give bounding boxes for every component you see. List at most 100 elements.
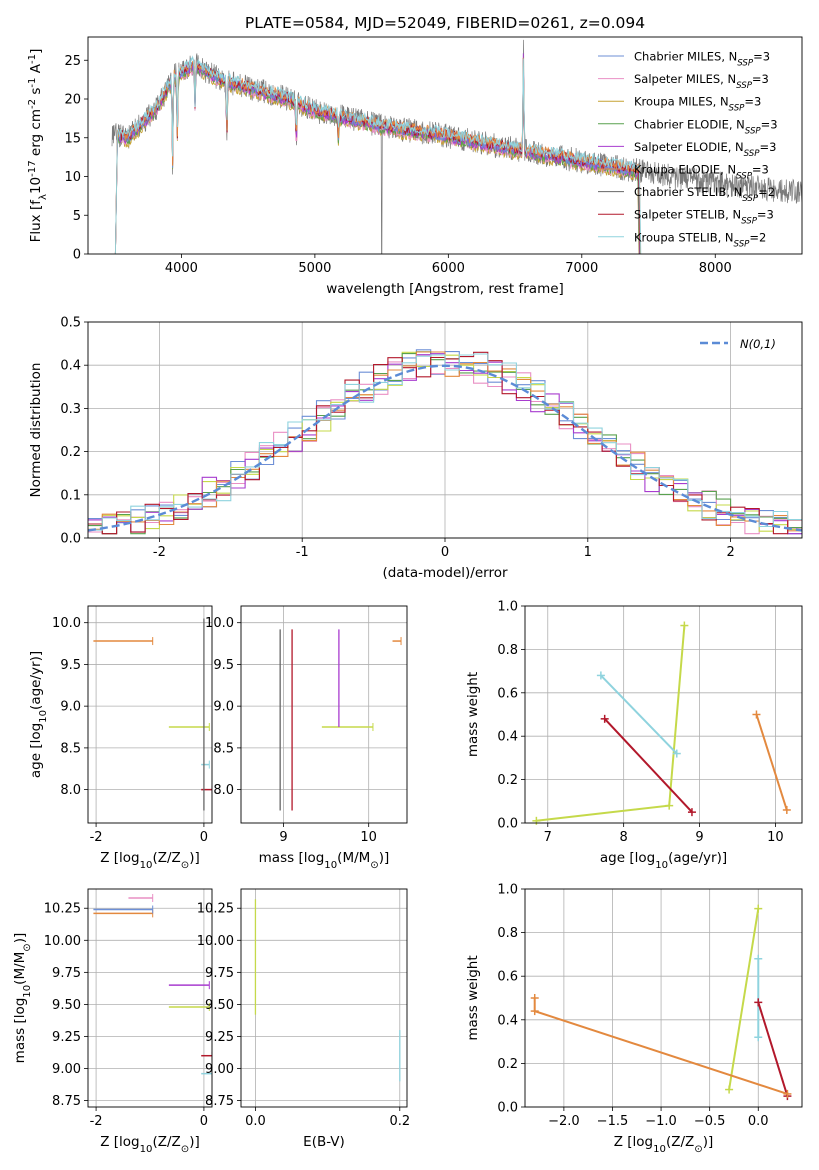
y-tick-label: 8.5 [60,741,81,756]
x-tick-label: 8 [620,830,628,845]
x-tick-label: 9 [279,830,287,845]
y-tick-label: 0.0 [497,817,518,832]
mass-weight-line [536,625,686,822]
y-tick-label: 5 [73,209,81,224]
axes-frame [87,36,803,255]
x-axis-label: Z [log10(Z/Z⊙)] [614,1134,714,1155]
y-tick-label: 1.0 [497,883,518,898]
x-axis-label: Z [log10(Z/Z⊙)] [100,850,200,871]
x-tick-label: −1.5 [597,1114,629,1129]
y-tick-label: 0 [73,248,81,263]
mass-weight-line [755,714,788,811]
x-tick-label: 0 [200,830,208,845]
x-tick-label: -2 [90,1114,103,1129]
y-tick-label: 0.0 [497,1101,518,1116]
y-tick-label: 10 [64,170,81,185]
y-tick-label: 10.0 [52,616,81,631]
x-tick-label: 5000 [298,261,331,276]
axes-frame [87,888,213,1108]
y-tick-label: 0.5 [60,316,81,331]
legend-entry: Salpeter MILES, NSSP=3 [634,72,769,91]
y-tick-label: 8.75 [205,1094,234,1109]
residual-histogram [88,351,802,532]
y-tick-label: 0.2 [497,1057,518,1072]
y-tick-label: 0.6 [497,970,518,985]
y-tick-label: 15 [64,131,81,146]
axes-frame [524,888,803,1108]
x-tick-label: 4000 [165,261,198,276]
y-tick-label: 9.75 [205,966,234,981]
mass-vs-ebv-axes: 0.0 0.2 8.75 9.00 9.25 9.50 9.75 10.00 10.25 E(B-… [197,889,410,1150]
y-axis-label: mass [log10(M/M⊙)] [12,933,33,1064]
y-tick-label: 9.0 [60,700,81,715]
x-tick-label: 7 [544,830,552,845]
y-axis-label: mass weight [465,672,481,757]
legend-entry: Salpeter ELODIE, NSSP=3 [634,140,776,159]
y-tick-label: 0.3 [60,402,81,417]
y-tick-label: 0.1 [60,488,81,503]
x-tick-label: −1.0 [645,1114,677,1129]
x-axis-label: Z [log10(Z/Z⊙)] [100,1134,200,1155]
mass-weight-line [728,908,760,1090]
x-tick-label: 10 [360,830,377,845]
y-tick-label: 8.0 [213,783,234,798]
x-tick-label: 6000 [432,261,465,276]
mass-weight-line [603,718,693,813]
age-vs-z-axes: -2 0 8.0 8.5 9.0 9.5 10.0 Z [log10(Z/Z⊙)] age [l… [28,606,212,871]
y-tick-label: 0.4 [60,359,81,374]
y-tick-label: 25 [64,54,81,69]
x-axis-label: E(B-V) [303,1134,345,1150]
mass-weight-line [600,674,678,755]
x-axis-label: mass [log10(M/M⊙)] [259,850,390,871]
x-axis-label: wavelength [Angstrom, rest frame] [326,281,564,297]
x-tick-label: 7000 [565,261,598,276]
axes-frame [87,321,803,539]
y-tick-label: 0.4 [497,1013,518,1028]
x-tick-label: −2.0 [548,1114,580,1129]
axes-frame [240,888,408,1108]
y-tick-label: 9.25 [52,1030,81,1045]
y-tick-label: 10.25 [197,902,234,917]
legend-entry: Kroupa STELIB, NSSP=2 [634,230,766,249]
age-vs-mass-axes: 9 10 8.0 8.5 9.0 9.5 10.0 mass [log10(M/M⊙)] [205,606,407,871]
y-tick-label: 0.2 [60,445,81,460]
legend-entry: Chabrier MILES, NSSP=3 [634,50,770,69]
mass-weight-line [757,1002,789,1097]
y-tick-label: 9.50 [52,998,81,1013]
legend-entry: N(0,1) [740,337,776,351]
y-tick-label: 8.0 [60,783,81,798]
y-tick-label: 0.6 [497,686,518,701]
normal-reference-curve [88,364,802,532]
y-tick-label: 0.2 [497,773,518,788]
x-tick-label: -2 [153,545,166,560]
y-tick-label: 10.00 [197,934,234,949]
mass-weight-vs-age-axes: 7 8 9 10 0.0 0.2 0.4 0.6 0.8 1.0 age [log10(age/yr… [465,600,802,871]
axes-frame [524,605,803,824]
legend-entry: Chabrier ELODIE, NSSP=3 [634,117,778,136]
spectrum-axes: 4000 5000 6000 7000 8000 0 5 10 15 20 25 wavelength… [27,49,732,297]
legend-entry: Chabrier STELIB, NSSP=2 [634,185,775,204]
y-tick-label: 9.75 [52,966,81,981]
model-spectrum-line [114,64,640,254]
y-tick-label: 0.4 [497,730,518,745]
y-tick-label: 10.0 [205,616,234,631]
y-tick-label: 9.50 [205,998,234,1013]
legend-entry: Kroupa MILES, NSSP=3 [634,95,761,114]
x-tick-label: 0.0 [245,1114,266,1129]
y-tick-label: 0.0 [60,532,81,547]
y-tick-label: 9.5 [213,658,234,673]
axes-frame [87,605,213,824]
x-tick-label: 0 [200,1114,208,1129]
axes-frame [240,605,408,824]
x-tick-label: 1 [584,545,592,560]
y-tick-label: 9.25 [205,1030,234,1045]
y-tick-label: 9.00 [52,1062,81,1077]
x-tick-label: 2 [726,545,734,560]
x-tick-label: 8000 [699,261,732,276]
x-tick-label: -2 [90,830,103,845]
y-tick-label: 10.00 [44,934,81,949]
y-tick-label: 9.0 [213,700,234,715]
x-tick-label: 0.2 [389,1114,410,1129]
y-tick-label: 0.8 [497,926,518,941]
